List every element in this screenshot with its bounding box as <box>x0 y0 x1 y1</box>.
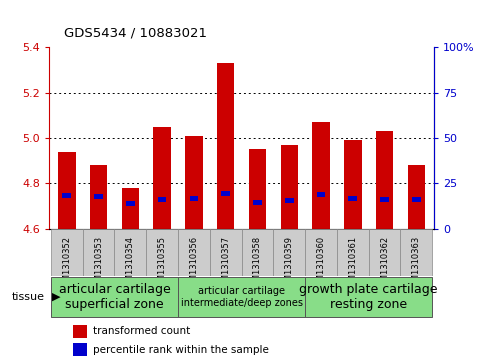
Bar <box>178 277 305 317</box>
Bar <box>217 63 234 229</box>
Text: GSM1310353: GSM1310353 <box>94 236 103 292</box>
Bar <box>349 196 357 201</box>
Text: GSM1310354: GSM1310354 <box>126 236 135 292</box>
Text: GSM1310357: GSM1310357 <box>221 236 230 292</box>
Text: articular cartilage
superficial zone: articular cartilage superficial zone <box>59 283 170 311</box>
Text: percentile rank within the sample: percentile rank within the sample <box>93 344 269 355</box>
Bar <box>380 197 389 202</box>
Bar <box>63 193 71 198</box>
Bar <box>114 229 146 276</box>
Bar <box>312 122 330 229</box>
Bar <box>221 191 230 196</box>
Text: transformed count: transformed count <box>93 326 190 337</box>
Bar <box>344 140 361 229</box>
Bar <box>146 229 178 276</box>
Text: GSM1310355: GSM1310355 <box>158 236 167 292</box>
Bar <box>305 229 337 276</box>
Bar <box>317 192 325 197</box>
Text: GSM1310356: GSM1310356 <box>189 236 198 292</box>
Text: growth plate cartilage
resting zone: growth plate cartilage resting zone <box>299 283 438 311</box>
Text: ▶: ▶ <box>52 292 60 302</box>
Bar <box>126 201 135 206</box>
Bar <box>281 145 298 229</box>
Text: tissue: tissue <box>11 292 44 302</box>
Bar <box>249 149 266 229</box>
Text: GSM1310360: GSM1310360 <box>317 236 325 292</box>
Bar <box>72 325 87 338</box>
Text: GSM1310361: GSM1310361 <box>348 236 357 292</box>
Bar <box>253 200 262 205</box>
Bar <box>412 197 421 202</box>
Bar <box>51 277 178 317</box>
Bar <box>189 196 198 201</box>
Bar <box>337 229 369 276</box>
Bar <box>408 165 425 229</box>
Text: GSM1310363: GSM1310363 <box>412 236 421 292</box>
Bar <box>51 229 83 276</box>
Bar <box>72 343 87 356</box>
Bar <box>83 229 114 276</box>
Text: articular cartilage
intermediate/deep zones: articular cartilage intermediate/deep zo… <box>180 286 303 307</box>
Bar <box>210 229 242 276</box>
Text: GDS5434 / 10883021: GDS5434 / 10883021 <box>64 27 207 40</box>
Text: GSM1310352: GSM1310352 <box>62 236 71 292</box>
Bar <box>90 165 107 229</box>
Bar <box>273 229 305 276</box>
Bar <box>94 195 103 199</box>
Text: GSM1310358: GSM1310358 <box>253 236 262 292</box>
Bar <box>369 229 400 276</box>
Bar <box>158 197 167 202</box>
Bar <box>285 198 294 203</box>
Bar <box>305 277 432 317</box>
Bar <box>178 229 210 276</box>
Bar <box>153 127 171 229</box>
Bar <box>185 136 203 229</box>
Bar <box>376 131 393 229</box>
Bar <box>58 151 75 229</box>
Text: GSM1310359: GSM1310359 <box>285 236 294 292</box>
Bar <box>122 188 139 229</box>
Bar <box>242 229 273 276</box>
Bar <box>400 229 432 276</box>
Text: GSM1310362: GSM1310362 <box>380 236 389 292</box>
